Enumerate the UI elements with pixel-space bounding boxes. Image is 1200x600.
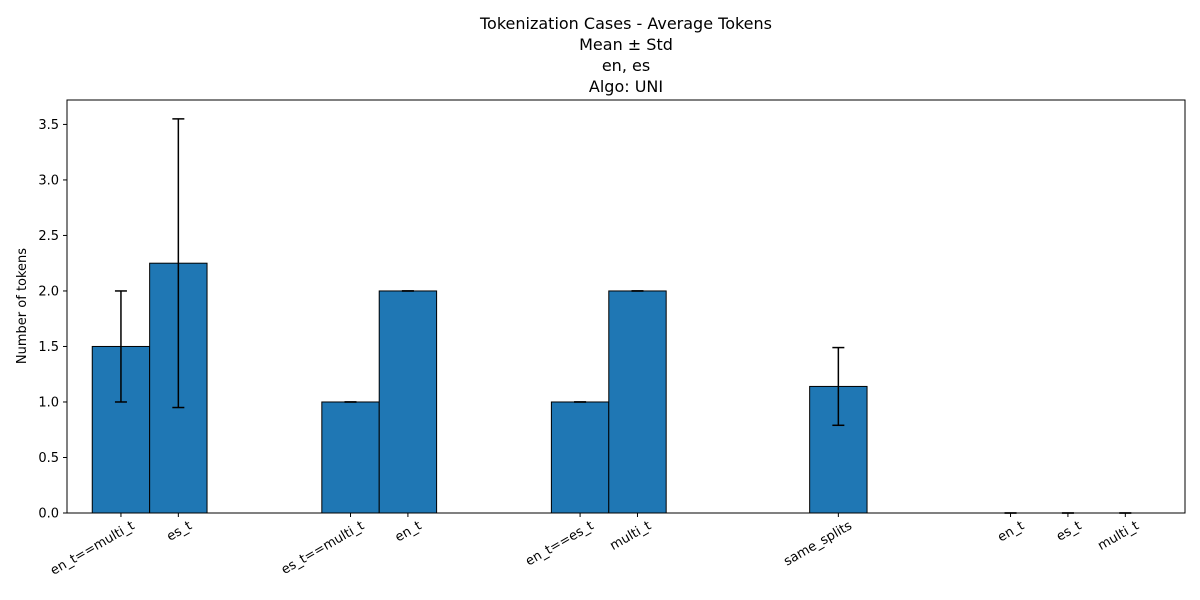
axes-frame	[66, 99, 1186, 514]
chart-title: Tokenization Cases - Average Tokens Mean…	[479, 14, 772, 96]
y-tick-label: 3.5	[38, 118, 59, 133]
bar	[608, 290, 667, 514]
x-tick-label: es_t	[1054, 518, 1084, 544]
plot-area: 0.0 0.5 1.0 1.5 2.0 2.5 3.0 3.5 en_t==multi_t es_…	[38, 118, 1155, 579]
y-tick-label: 3.0	[38, 173, 59, 188]
y-axis-label: Number of tokens	[15, 248, 30, 364]
x-tick-label: en_t==multi_t	[48, 518, 137, 578]
y-tick-label: 0.0	[38, 507, 59, 522]
y-tick-label: 1.5	[38, 340, 59, 355]
x-tick-label: multi_t	[608, 518, 654, 553]
title-line-4: Algo: UNI	[589, 77, 663, 96]
bar	[321, 401, 380, 514]
title-line-3: en, es	[602, 56, 650, 75]
x-tick-label: multi_t	[1095, 518, 1141, 553]
y-tick-label: 2.5	[38, 229, 59, 244]
bar	[550, 401, 610, 514]
x-tick-label: en_t==es_t	[523, 518, 596, 569]
x-tick-label: en_t	[995, 518, 1027, 545]
y-tick-label: 0.5	[38, 451, 59, 466]
bar	[378, 290, 438, 514]
x-tick-label: en_t	[393, 518, 425, 545]
title-line-1: Tokenization Cases - Average Tokens	[479, 14, 772, 33]
x-tick-label: es_t==multi_t	[279, 518, 367, 577]
x-tick-label: es_t	[164, 518, 194, 544]
y-tick-label: 2.0	[38, 284, 59, 299]
y-tick-label: 1.0	[38, 395, 59, 410]
title-line-2: Mean ± Std	[579, 35, 673, 54]
x-tick-label: same_splits	[781, 518, 855, 569]
